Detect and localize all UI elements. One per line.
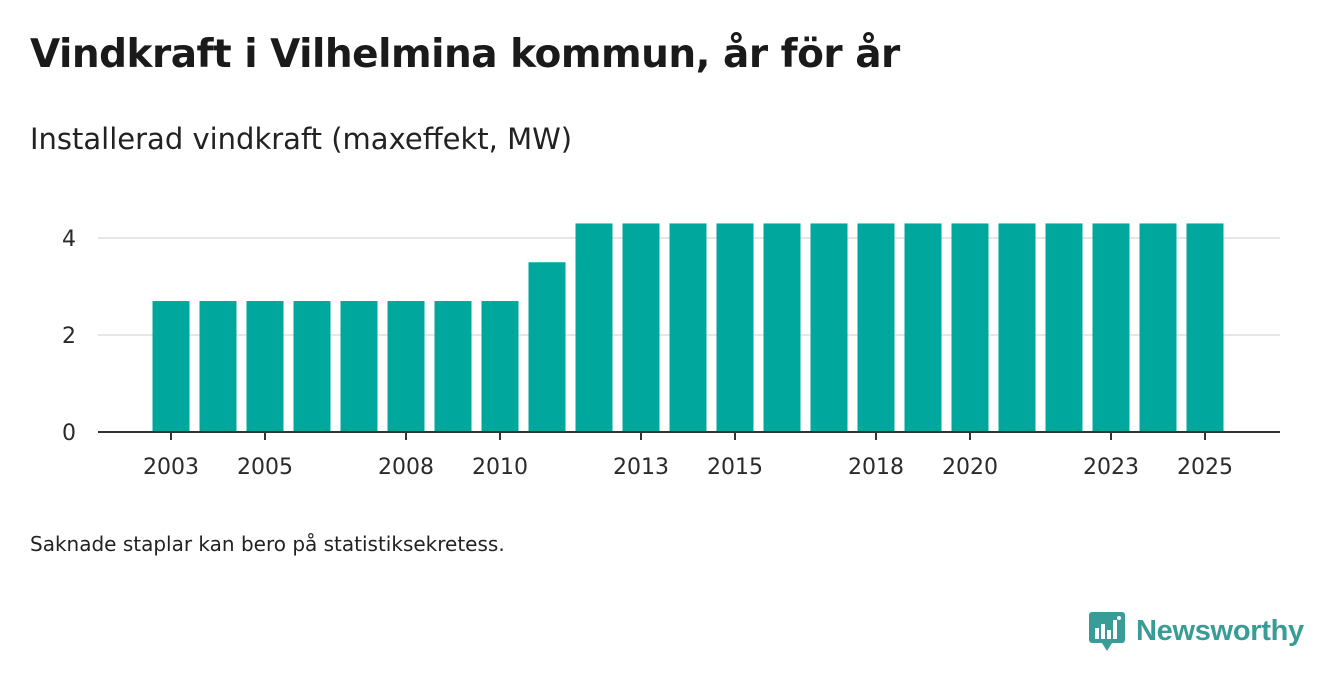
bar-2019 bbox=[904, 223, 942, 432]
bar-2010 bbox=[481, 301, 519, 432]
y-tick-label: 0 bbox=[62, 421, 76, 446]
y-tick-label: 2 bbox=[62, 324, 76, 349]
x-tick-label: 2003 bbox=[143, 455, 199, 480]
x-tick-label: 2005 bbox=[237, 455, 293, 480]
x-tick-label: 2020 bbox=[942, 455, 998, 480]
bar-2018 bbox=[857, 223, 895, 432]
y-tick-label: 4 bbox=[62, 227, 76, 252]
bar-2008 bbox=[387, 301, 425, 432]
x-tick-label: 2018 bbox=[848, 455, 904, 480]
footnote: Saknade staplar kan bero på statistiksek… bbox=[30, 532, 505, 556]
x-tick-label: 2010 bbox=[472, 455, 528, 480]
bar-2012 bbox=[575, 223, 613, 432]
x-tick-label: 2015 bbox=[707, 455, 763, 480]
bar-2003 bbox=[152, 301, 190, 432]
newsworthy-logo[interactable]: Newsworthy bbox=[1088, 610, 1304, 652]
x-tick-label: 2025 bbox=[1177, 455, 1233, 480]
x-tick-label: 2008 bbox=[378, 455, 434, 480]
bar-2005 bbox=[246, 301, 284, 432]
brand-name: Newsworthy bbox=[1136, 614, 1304, 647]
bar-2014 bbox=[669, 223, 707, 432]
chart-title: Vindkraft i Vilhelmina kommun, år för år bbox=[30, 32, 900, 77]
bar-2006 bbox=[293, 301, 331, 432]
bar-2011 bbox=[528, 262, 566, 432]
bar-2009 bbox=[434, 301, 472, 432]
bar-2024 bbox=[1139, 223, 1177, 432]
bar-2023 bbox=[1092, 223, 1130, 432]
bar-2015 bbox=[716, 223, 754, 432]
bar-2004 bbox=[199, 301, 237, 432]
x-tick-label: 2013 bbox=[613, 455, 669, 480]
bar-2025 bbox=[1186, 223, 1224, 432]
bar-2007 bbox=[340, 301, 378, 432]
bar-2017 bbox=[810, 223, 848, 432]
bar-2013 bbox=[622, 223, 660, 432]
bar-2020 bbox=[951, 223, 989, 432]
bar-2016 bbox=[763, 223, 801, 432]
bar-2021 bbox=[998, 223, 1036, 432]
bar-2022 bbox=[1045, 223, 1083, 432]
x-tick-label: 2023 bbox=[1083, 455, 1139, 480]
chart-subtitle: Installerad vindkraft (maxeffekt, MW) bbox=[30, 122, 573, 156]
bar-chart: 0 2 4 2003 2005 2008 2010 2013 2015 2018 2020 2023 2… bbox=[62, 223, 1280, 480]
bar-chart-speech-bubble-icon bbox=[1089, 612, 1125, 651]
